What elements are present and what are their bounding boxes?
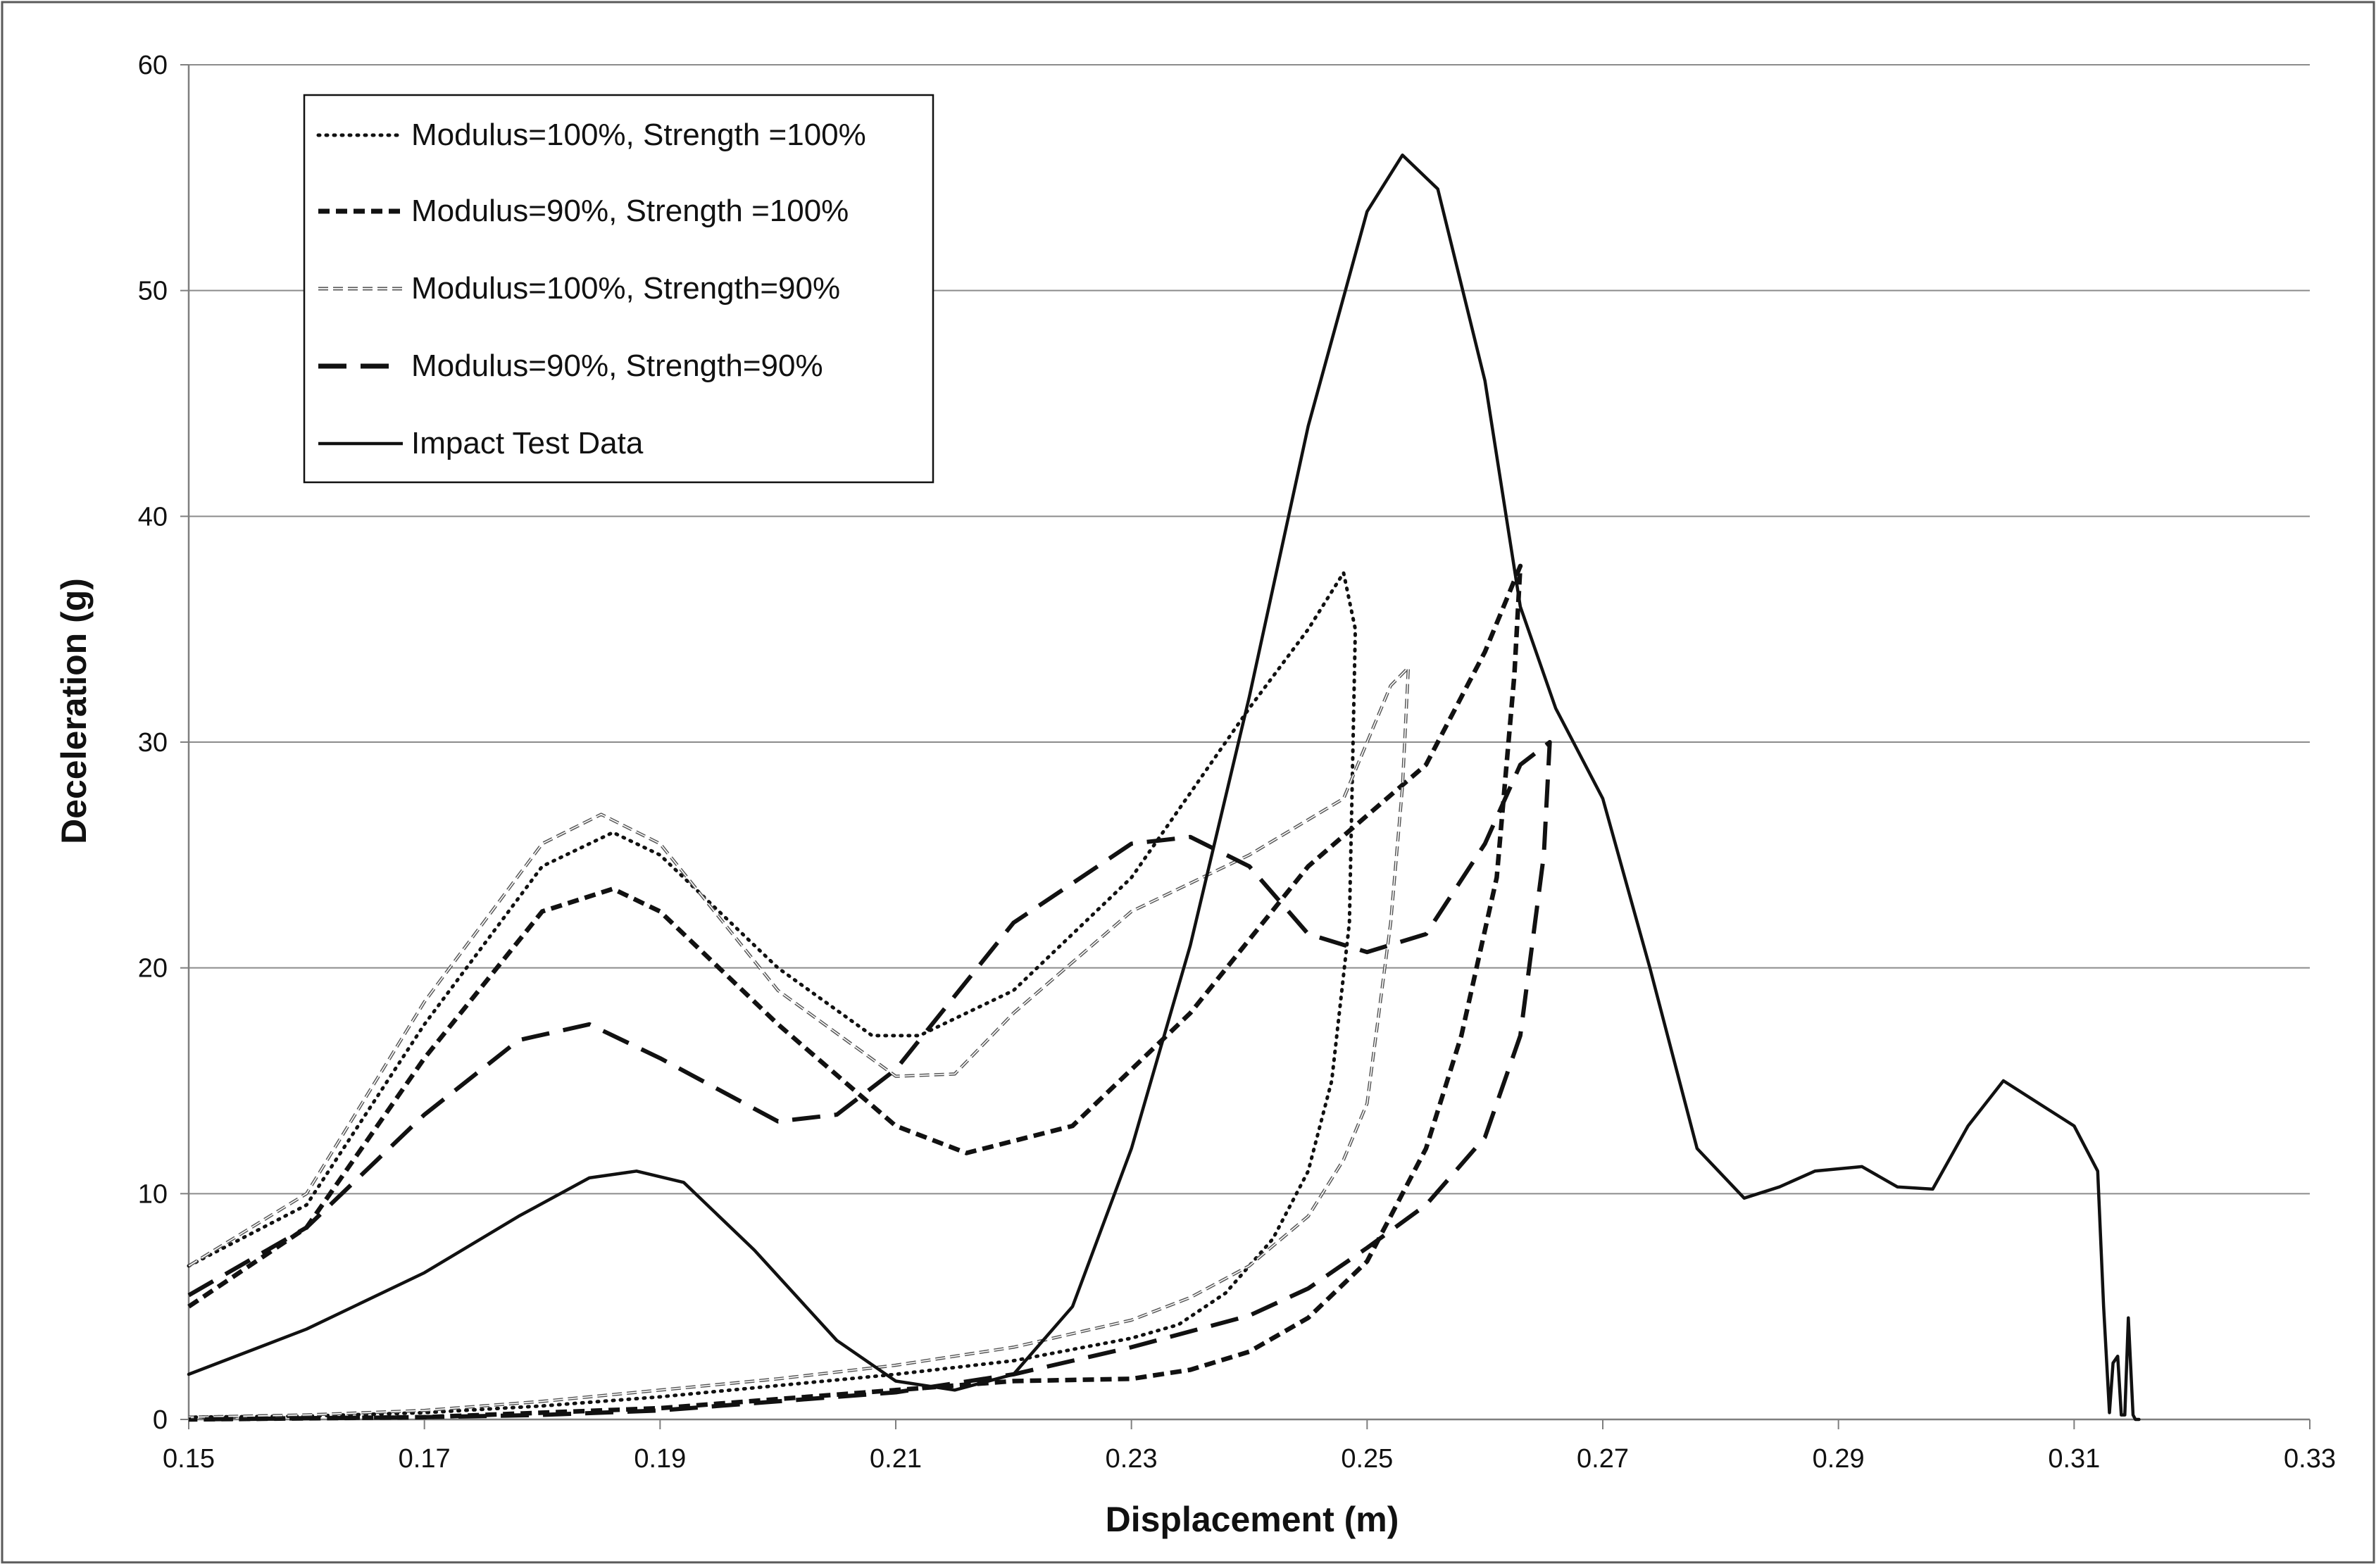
x-axis-title: Displacement (m) (1106, 1500, 1399, 1539)
x-tick-label: 0.15 (163, 1444, 215, 1474)
y-tick-label: 60 (138, 51, 168, 80)
x-tick-label: 0.33 (2284, 1444, 2336, 1474)
x-tick-label: 0.19 (634, 1444, 686, 1474)
x-tick-label: 0.21 (870, 1444, 922, 1474)
x-tick-label: 0.23 (1106, 1444, 1158, 1474)
legend-label-3: Modulus=90%, Strength=90% (411, 349, 823, 383)
legend-box (303, 94, 934, 484)
legend: Modulus=100%, Strength =100% Modulus=90%… (303, 94, 934, 484)
y-tick-label: 20 (138, 954, 168, 984)
series-lines (187, 153, 2141, 1422)
tick-labels: 0 10 20 30 40 50 60 0.15 0.17 0.19 0.21 0.23 0.25 0.2… (138, 51, 2336, 1474)
series-line-1 (187, 563, 1523, 1422)
legend-label-0: Modulus=100%, Strength =100% (411, 118, 866, 152)
legend-label-2: Modulus=100%, Strength=90% (411, 271, 840, 306)
x-tick-label: 0.29 (1813, 1444, 1865, 1474)
y-tick-label: 10 (138, 1179, 168, 1209)
y-tick-label: 40 (138, 502, 168, 532)
x-tick-label: 0.25 (1341, 1444, 1393, 1474)
x-tick-label: 0.31 (2048, 1444, 2100, 1474)
series-line-3 (187, 740, 1552, 1422)
series-line-2-inner (188, 666, 1409, 1418)
y-tick-label: 30 (138, 728, 168, 758)
axes (180, 64, 2311, 1429)
y-axis-title: Deceleration (g) (54, 578, 94, 844)
series-line-4 (187, 153, 2141, 1422)
y-tick-label: 0 (153, 1405, 168, 1435)
x-tick-label: 0.27 (1577, 1444, 1629, 1474)
y-tick-label: 50 (138, 277, 168, 306)
legend-label-1: Modulus=90%, Strength =100% (411, 194, 849, 228)
legend-label-4: Impact Test Data (411, 426, 644, 460)
x-tick-label: 0.17 (399, 1444, 451, 1474)
